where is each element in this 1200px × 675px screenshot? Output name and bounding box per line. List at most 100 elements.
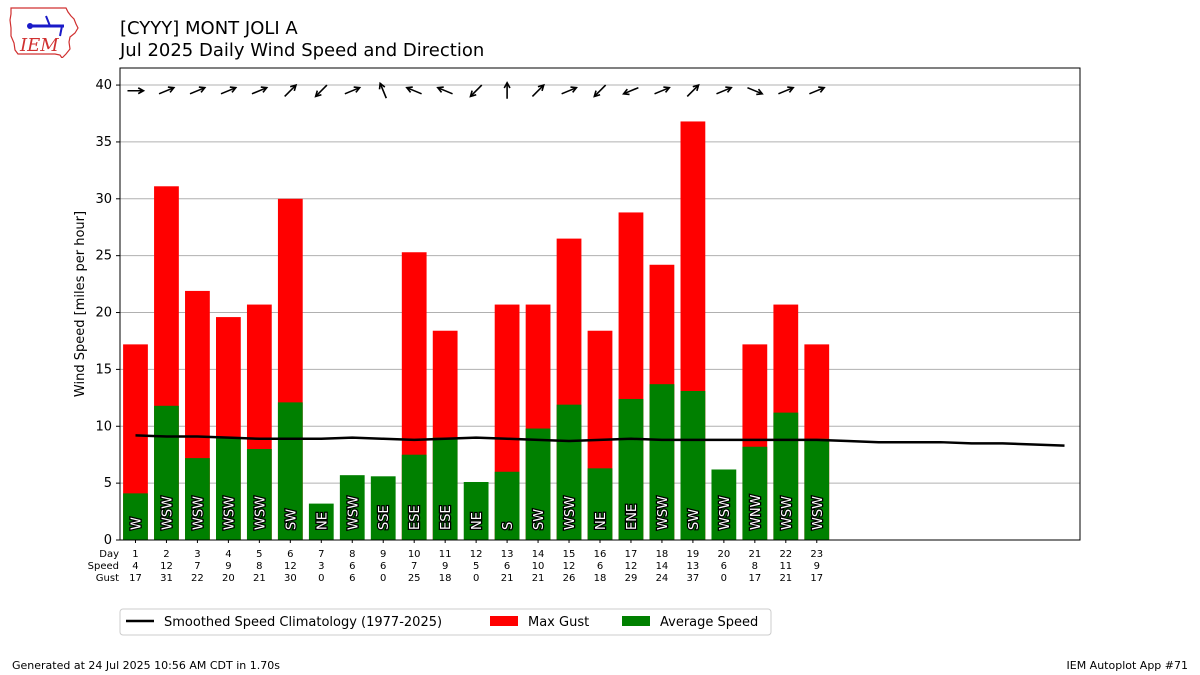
average-speed-bar [618,398,644,540]
wind-direction-label: WNW [749,494,764,530]
x-speed-label: 12 [563,561,576,572]
y-axis-label: Wind Speed [miles per hour] [73,211,88,397]
average-speed-bar [680,391,706,540]
wind-direction-label: SW [687,509,702,530]
x-speed-label: 9 [442,561,448,572]
legend-average-swatch [622,616,650,626]
climatology-line [135,434,1065,447]
x-gust-label: 25 [408,573,421,584]
average-speed-bar [804,438,830,540]
x-speed-label: 7 [411,561,417,572]
wind-direction-label: ESE [439,505,454,530]
logo-text: IEM [19,35,59,56]
arrow-head [469,90,477,98]
average-speed-bar [185,458,210,540]
x-day-label: 6 [287,549,293,560]
x-gust-label: 31 [160,573,173,584]
x-day-label: 20 [718,549,731,560]
x-speed-label: 9 [814,561,820,572]
arrow-head [167,86,176,93]
x-day-label: 11 [439,549,452,560]
arrow-head [436,86,444,93]
y-tick-label: 35 [95,135,112,150]
arrow-shaft [747,86,763,95]
x-gust-label: 37 [687,573,700,584]
x-speed-label: 6 [721,561,727,572]
x-speed-label: 14 [656,561,669,572]
arrow-shaft [654,86,670,95]
arrow-shaft [593,84,607,97]
x-gust-label: 18 [439,573,452,584]
arrow-head [198,86,207,93]
average-speed-bar [649,384,675,540]
x-gust-label: 21 [253,573,266,584]
x-day-label: 8 [349,549,355,560]
arrow-shaft [251,86,268,95]
legend-frame [119,608,772,636]
x-day-label: 16 [594,549,607,560]
arrow-shaft [220,86,237,95]
x-speed-label: 6 [380,561,386,572]
arrow-head [353,86,362,93]
x-day-label: 12 [470,549,483,560]
x-speed-label: 3 [318,561,324,572]
arrow-head [663,86,671,93]
average-speed-bar [432,437,458,540]
x-gust-label: 0 [380,573,386,584]
arrow-shaft [531,84,545,97]
wind-direction-arrow-icon [314,84,328,98]
x-gust-label: 6 [349,573,355,584]
arrow-head [503,81,511,89]
arrow-shaft [406,86,422,95]
wind-direction-label: WSW [160,496,175,530]
x-speed-label: 6 [349,561,355,572]
wind-direction-label: SW [284,509,299,530]
arrow-head [787,86,795,93]
wind-direction-arrow-icon [503,81,511,99]
arrow-head [137,87,146,95]
x-day-label: 9 [380,549,386,560]
x-speed-label: 4 [132,561,138,572]
x-day-label: 21 [748,549,761,560]
arrow-head [537,83,545,92]
wind-direction-arrow-icon [344,86,362,95]
x-day-label: 17 [625,549,638,560]
station-dot-icon [27,23,33,29]
wind-direction-arrow-icon [189,86,207,95]
arrow-head [756,88,764,96]
legend-gust-label: Max Gust [528,615,589,630]
arrow-head [378,81,386,90]
y-tick-label: 40 [95,78,112,93]
wind-direction-arrow-icon [405,86,422,95]
wind-direction-label: WSW [346,496,361,530]
arrow-shaft [379,83,388,99]
arrow-head [593,90,601,98]
arrow-shaft [809,86,825,95]
x-speed-label: 13 [687,561,700,572]
wind-direction-label: WSW [191,496,206,530]
y-tick-label: 15 [95,362,112,377]
average-speed-bar [277,402,303,540]
x-gust-label: 22 [191,573,204,584]
x-day-label: 1 [132,549,138,560]
autoplot-app-label: IEM Autoplot App #71 [1066,659,1189,672]
x-day-label: 18 [656,549,669,560]
wind-barb-flag-icon [45,15,51,27]
legend-gust-swatch [490,616,518,626]
average-speed-bar [246,449,272,540]
x-day-label: 19 [687,549,700,560]
x-speed-label: 12 [625,561,638,572]
iem-logo: IEM [9,7,79,58]
x-gust-label: 21 [532,573,545,584]
x-speed-label: 8 [256,561,262,572]
average-speed-bar [587,468,613,540]
arrow-shaft [437,86,453,95]
x-speed-label: 12 [284,561,297,572]
x-day-label: 7 [318,549,324,560]
x-gust-label: 0 [473,573,479,584]
arrow-shaft [284,84,297,97]
wind-direction-arrow-icon [654,86,671,95]
x-gust-label: 17 [748,573,761,584]
arrow-head [570,86,578,93]
x-day-label: 3 [194,549,200,560]
